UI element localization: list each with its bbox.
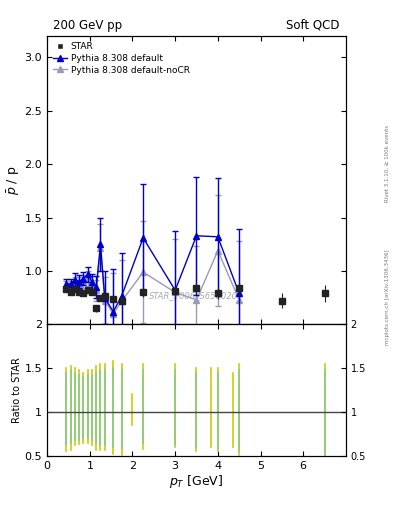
Text: 200 GeV pp: 200 GeV pp (53, 18, 122, 32)
Y-axis label: Ratio to STAR: Ratio to STAR (12, 357, 22, 423)
Text: Soft QCD: Soft QCD (286, 18, 340, 32)
X-axis label: $p_T$ [GeV]: $p_T$ [GeV] (169, 473, 224, 490)
Text: mcplots.cern.ch [arXiv:1306.3436]: mcplots.cern.ch [arXiv:1306.3436] (385, 249, 390, 345)
Y-axis label: $\bar{p}$ / p: $\bar{p}$ / p (5, 165, 22, 195)
Legend: STAR, Pythia 8.308 default, Pythia 8.308 default-noCR: STAR, Pythia 8.308 default, Pythia 8.308… (51, 40, 191, 76)
Text: STAR_2006_S6500200: STAR_2006_S6500200 (149, 291, 244, 300)
Text: Rivet 3.1.10, ≥ 100k events: Rivet 3.1.10, ≥ 100k events (385, 125, 390, 202)
